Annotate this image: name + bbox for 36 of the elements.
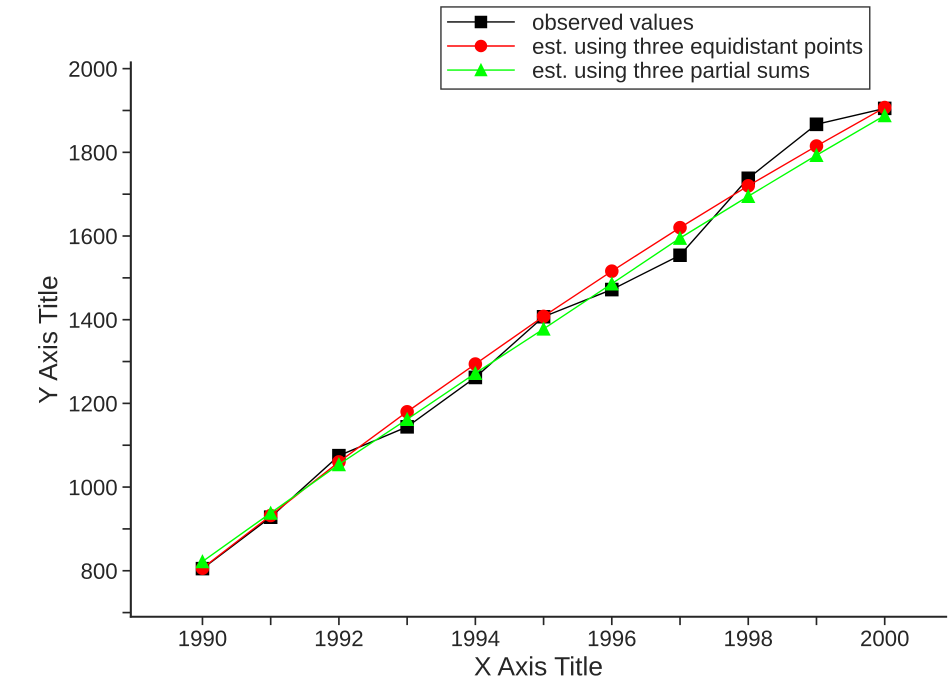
y-tick-label: 1600 (70, 228, 117, 244)
point (673, 231, 687, 245)
y-tick-label: 1200 (70, 396, 117, 412)
point (468, 357, 482, 371)
y-tick-label: 1800 (70, 144, 117, 161)
point (673, 220, 687, 234)
point (332, 458, 346, 472)
point (741, 179, 756, 193)
point (878, 108, 892, 122)
point (810, 148, 824, 162)
point (605, 264, 619, 278)
x-tick-label: 1994 (452, 630, 500, 646)
y-axis-title: Y Axis Title (38, 276, 58, 404)
point (264, 506, 278, 520)
point (536, 322, 550, 336)
y-tick-label: 1000 (70, 480, 117, 496)
point (400, 412, 414, 426)
y-tick-label: 1400 (70, 312, 117, 328)
point (810, 139, 824, 153)
x-tick-label: 1998 (725, 630, 772, 646)
x-tick-label: 1992 (316, 630, 363, 646)
legend-label: est. using three partial sums (532, 62, 810, 82)
legend-label: est. using three equidistant points (532, 38, 862, 58)
x-tick-label: 2000 (861, 630, 909, 646)
legend-label: observed values (532, 14, 694, 30)
point (196, 554, 210, 568)
point (605, 276, 619, 290)
point (673, 248, 687, 262)
x-tick-label: 1996 (588, 630, 636, 646)
x-axis-title: X Axis Title (474, 656, 602, 676)
x-tick-label: 1990 (179, 630, 226, 646)
point (741, 189, 756, 204)
point (810, 118, 824, 132)
y-tick-label: 2000 (69, 61, 117, 77)
y-tick-label: 800 (82, 563, 117, 580)
point (468, 366, 482, 380)
